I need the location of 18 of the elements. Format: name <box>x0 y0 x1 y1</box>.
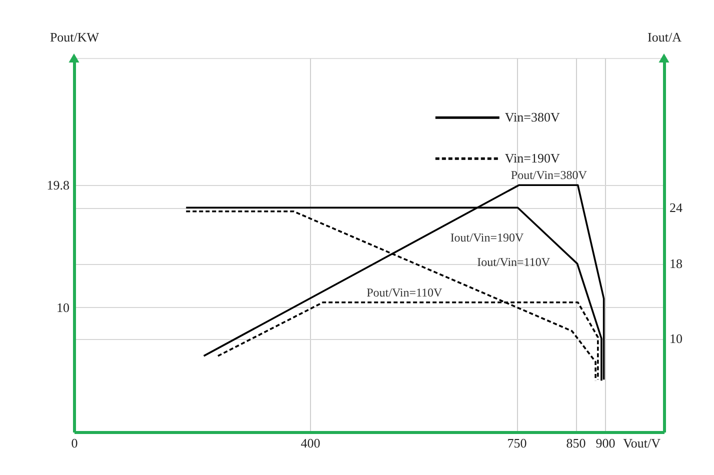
x-tick-label: 900 <box>596 436 616 450</box>
y2-tick-label: 10 <box>670 331 682 346</box>
x-tick-label: 750 <box>507 436 527 450</box>
annotation: Pout/Vin=110V <box>366 285 443 300</box>
y2-tick-label: 24 <box>670 200 683 216</box>
x-axis-title: Vout/V <box>623 436 662 450</box>
annotation: Iout/Vin=190V <box>450 230 524 245</box>
y-tick-label: 19.8 <box>46 178 70 193</box>
x-tick-label: 0 <box>71 436 78 450</box>
annotation: Pout/Vin=380V <box>510 168 588 182</box>
legend-label: Vin=190V <box>504 150 560 166</box>
y2-tick-label: 18 <box>670 256 682 272</box>
y-axis-title: Pout/KW <box>50 30 100 44</box>
x-tick-label: 850 <box>566 436 586 450</box>
x-tick-label: 400 <box>300 436 320 450</box>
annotation: Iout/Vin=110V <box>477 254 550 269</box>
y2-axis-title: Iout/A <box>648 30 682 44</box>
legend-label: Vin=380V <box>504 110 560 125</box>
